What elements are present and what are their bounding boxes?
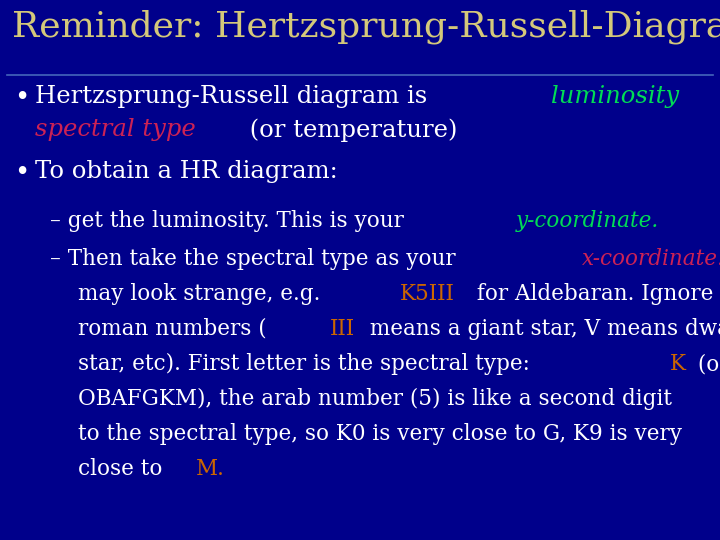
Text: K5III: K5III xyxy=(400,283,454,305)
Text: (one of: (one of xyxy=(690,353,720,375)
Text: – get the luminosity. This is your: – get the luminosity. This is your xyxy=(50,210,410,232)
Text: for Aldebaran. Ignore the: for Aldebaran. Ignore the xyxy=(470,283,720,305)
Text: Reminder: Hertzsprung-Russell-Diagrams: Reminder: Hertzsprung-Russell-Diagrams xyxy=(12,10,720,44)
Text: •: • xyxy=(14,160,30,185)
Text: luminosity: luminosity xyxy=(551,85,679,108)
Text: x-coordinate.: x-coordinate. xyxy=(582,248,720,270)
Text: close to: close to xyxy=(78,458,169,480)
Text: spectral type: spectral type xyxy=(35,118,196,141)
Text: K: K xyxy=(670,353,686,375)
Text: y-coordinate.: y-coordinate. xyxy=(516,210,659,232)
Text: may look strange, e.g.: may look strange, e.g. xyxy=(78,283,328,305)
Text: vs.: vs. xyxy=(716,85,720,108)
Text: III: III xyxy=(330,318,356,340)
Text: OBAFGKM), the arab number (5) is like a second digit: OBAFGKM), the arab number (5) is like a … xyxy=(78,388,672,410)
Text: means a giant star, V means dwarf: means a giant star, V means dwarf xyxy=(363,318,720,340)
Text: To obtain a HR diagram:: To obtain a HR diagram: xyxy=(35,160,338,183)
Text: star, etc). First letter is the spectral type:: star, etc). First letter is the spectral… xyxy=(78,353,536,375)
Text: Hertzsprung-Russell diagram is: Hertzsprung-Russell diagram is xyxy=(35,85,435,108)
Text: (or temperature): (or temperature) xyxy=(243,118,458,141)
Text: M.: M. xyxy=(196,458,225,480)
Text: – Then take the spectral type as your: – Then take the spectral type as your xyxy=(50,248,462,270)
Text: roman numbers (: roman numbers ( xyxy=(78,318,274,340)
Text: •: • xyxy=(14,85,30,110)
Text: to the spectral type, so K0 is very close to G, K9 is very: to the spectral type, so K0 is very clos… xyxy=(78,423,682,445)
